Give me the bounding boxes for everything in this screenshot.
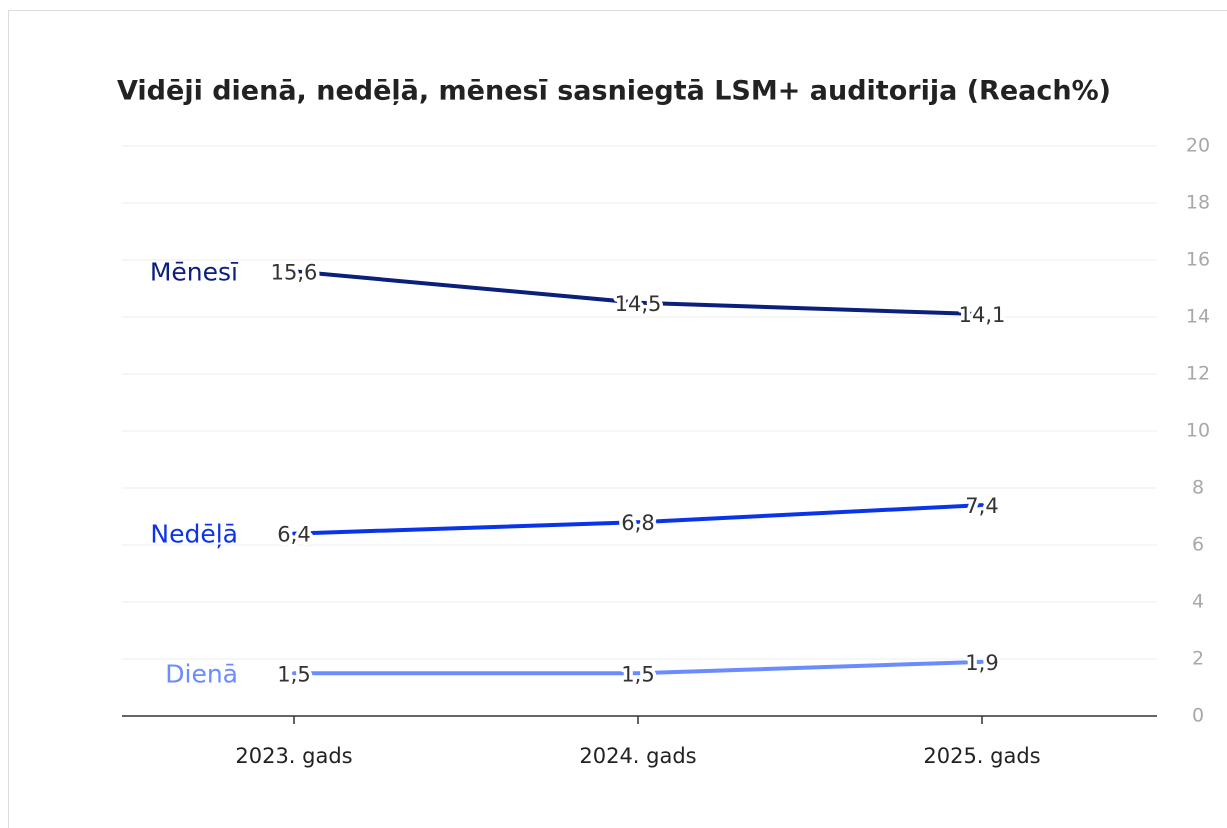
y-tick-label: 2 [1192, 648, 1204, 670]
y-tick-label: 8 [1192, 477, 1204, 499]
series-label: Mēnesī [150, 257, 239, 286]
x-tick-label: 2023. gads [235, 744, 352, 768]
y-tick-label: 0 [1192, 705, 1204, 727]
value-label: 7,4 [965, 494, 998, 518]
series-label: Nedēļā [150, 520, 238, 549]
series-label: Dienā [165, 659, 238, 688]
line [292, 269, 984, 317]
line [292, 503, 984, 536]
y-tick-label: 10 [1186, 420, 1210, 442]
value-label: 1,5 [621, 662, 654, 686]
frame [8, 10, 1227, 828]
line [292, 659, 984, 676]
x-tick-label: 2025. gads [923, 744, 1040, 768]
value-label: 1,9 [965, 651, 998, 675]
value-label: 14,1 [959, 303, 1006, 327]
y-tick-label: 6 [1192, 534, 1204, 556]
chart-title: Vidēji dienā, nedēļā, mēnesī sasniegtā L… [117, 76, 1111, 107]
y-tick-label: 16 [1186, 249, 1210, 271]
value-label: 6,4 [277, 523, 310, 547]
y-tick-label: 14 [1186, 306, 1210, 328]
value-label: 1,5 [277, 662, 310, 686]
value-label: 15,6 [271, 260, 318, 284]
value-label: 14,5 [615, 292, 662, 316]
y-tick-label: 4 [1192, 591, 1204, 613]
x-tick-label: 2024. gads [579, 744, 696, 768]
y-tick-label: 20 [1186, 135, 1210, 157]
y-tick-label: 18 [1186, 192, 1210, 214]
y-tick-label: 12 [1186, 363, 1210, 385]
value-label: 6,8 [621, 511, 654, 535]
